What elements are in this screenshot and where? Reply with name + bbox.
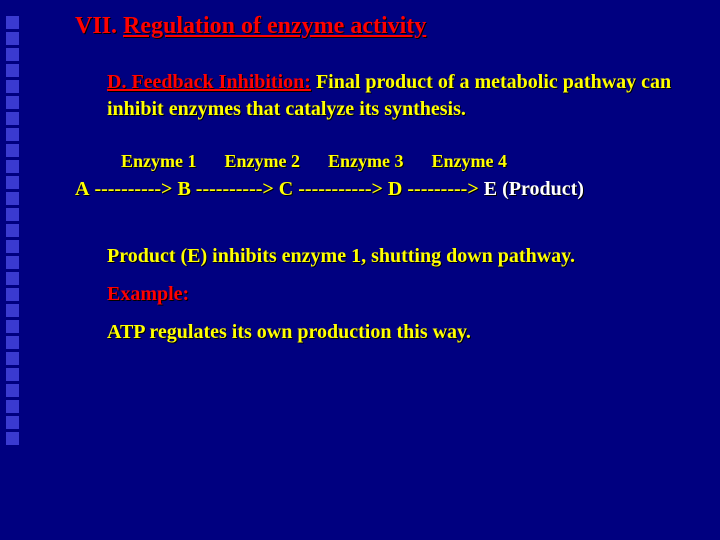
pathway-arrow: ----------> <box>94 178 172 200</box>
pathway-node: D <box>388 178 402 200</box>
section-d: D. Feedback Inhibition: Final product of… <box>107 69 700 123</box>
pathway-node: B <box>177 178 190 200</box>
title-text: Regulation of enzyme activity <box>123 13 426 39</box>
section-label: D. Feedback Inhibition: <box>107 71 311 93</box>
body-line: Product (E) inhibits enzyme 1, shutting … <box>107 237 700 275</box>
enzyme-label: Enzyme 4 <box>432 151 508 172</box>
enzyme-label: Enzyme 1 <box>121 151 197 172</box>
body-text-block: Product (E) inhibits enzyme 1, shutting … <box>107 237 700 351</box>
slide-content: VII. Regulation of enzyme activity D. Fe… <box>75 12 700 351</box>
title-roman: VII. <box>75 13 117 39</box>
pathway-arrow: ----------> <box>196 178 274 200</box>
pathway-node: A <box>75 178 89 200</box>
enzyme-label: Enzyme 3 <box>328 151 404 172</box>
enzyme-labels-row: Enzyme 1 Enzyme 2 Enzyme 3 Enzyme 4 <box>107 151 700 172</box>
decorative-side-squares <box>6 16 19 445</box>
pathway-product-suffix: (Product) <box>502 178 584 200</box>
pathway-node: C <box>279 178 293 200</box>
pathway-diagram: A ----------> B ----------> C ----------… <box>75 178 700 201</box>
body-line: ATP regulates its own production this wa… <box>107 313 700 351</box>
pathway-arrow: -----------> <box>298 178 383 200</box>
enzyme-label: Enzyme 2 <box>225 151 301 172</box>
pathway-arrow: ---------> <box>407 178 478 200</box>
slide-title: VII. Regulation of enzyme activity <box>75 12 700 41</box>
pathway-node-product: E <box>484 178 497 200</box>
example-label: Example: <box>107 275 700 313</box>
